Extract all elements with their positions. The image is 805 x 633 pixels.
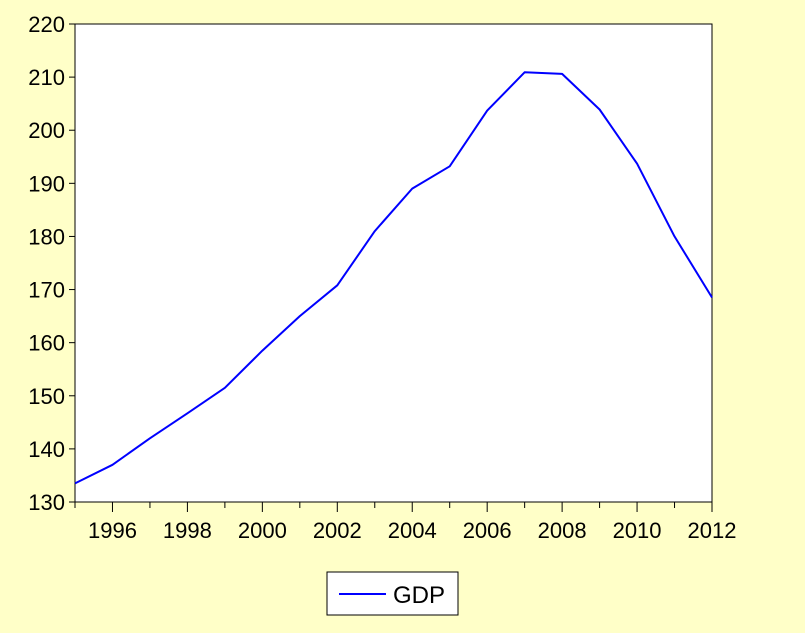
x-tick-label: 2004 xyxy=(388,518,437,543)
y-tick-label: 220 xyxy=(28,12,65,37)
x-tick-label: 2012 xyxy=(688,518,737,543)
y-tick-label: 190 xyxy=(28,171,65,196)
y-tick-label: 130 xyxy=(28,490,65,515)
y-tick-label: 150 xyxy=(28,384,65,409)
y-axis-ticks: 130 140 150 160 170 180 190 200 210 220 xyxy=(28,12,75,515)
series-line-gdp xyxy=(74,71,713,485)
y-tick-label: 170 xyxy=(28,278,65,303)
y-tick-label: 180 xyxy=(28,224,65,249)
x-axis-ticks: 1996 1998 2000 2002 2004 2006 2008 2010 2012 xyxy=(74,502,737,543)
x-tick-label: 1998 xyxy=(163,518,212,543)
x-tick-label: 2002 xyxy=(313,518,362,543)
y-tick-label: 160 xyxy=(28,331,65,356)
series-layer xyxy=(74,71,713,485)
x-tick-label: 2010 xyxy=(613,518,662,543)
plot-area xyxy=(74,23,713,503)
x-tick-label: 2008 xyxy=(538,518,587,543)
legend: GDP xyxy=(326,571,459,616)
x-tick-label: 2006 xyxy=(463,518,512,543)
y-tick-label: 200 xyxy=(28,118,65,143)
x-tick-label: 1996 xyxy=(88,518,137,543)
y-tick-label: 210 xyxy=(28,65,65,90)
legend-label-gdp: GDP xyxy=(393,582,445,609)
x-tick-label: 2000 xyxy=(238,518,287,543)
y-tick-label: 140 xyxy=(28,437,65,462)
